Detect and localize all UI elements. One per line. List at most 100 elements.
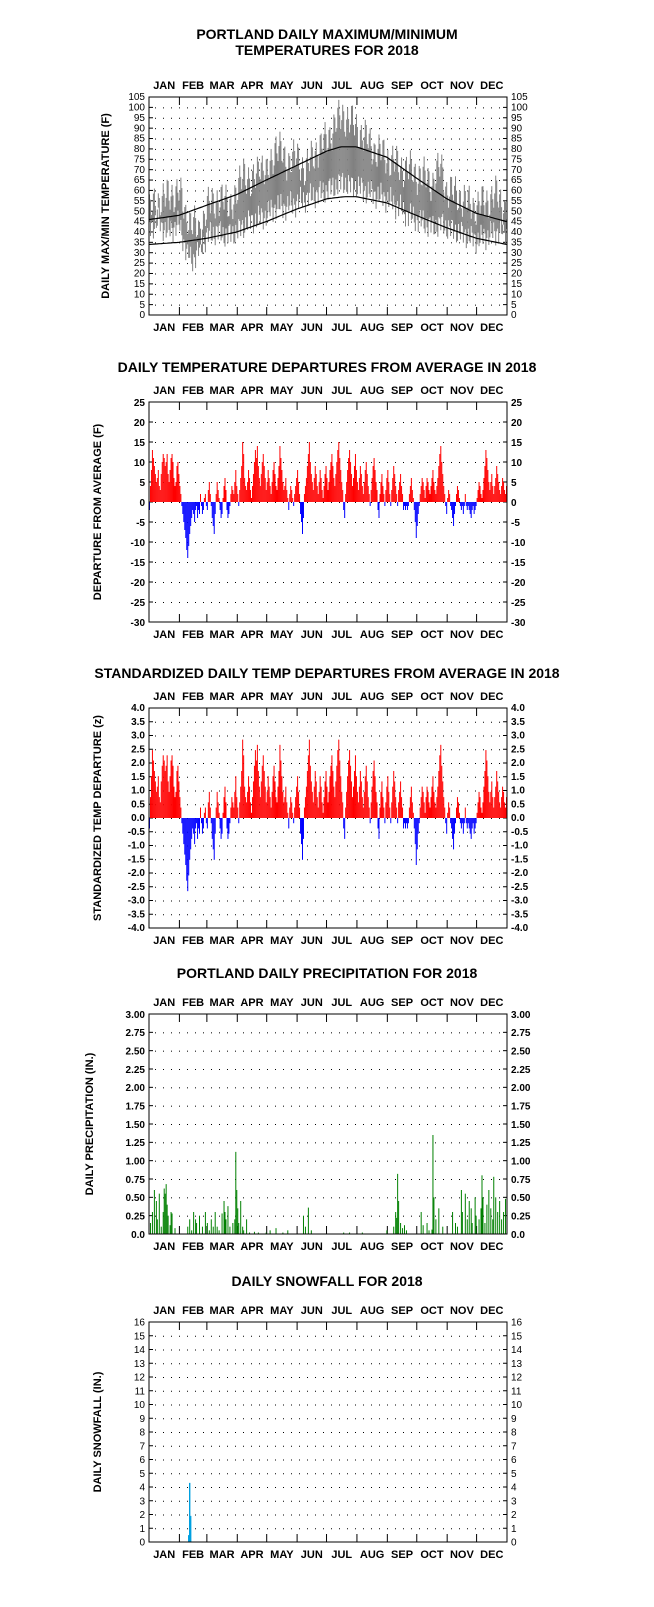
y-tick-label-right: 0.75	[511, 1175, 531, 1186]
y-tick-label-left: 1.0	[131, 786, 145, 797]
y-tick-label-right: 15	[511, 438, 523, 449]
month-label-top: MAY	[270, 80, 294, 92]
y-axis-label: DEPARTURE FROM AVERAGE (F)	[92, 423, 104, 600]
precip-bars	[149, 1135, 507, 1234]
y-tick-label-right: 10	[511, 458, 523, 469]
y-tick-label-left: 1.75	[126, 1102, 146, 1113]
month-label-bottom: SEP	[391, 322, 413, 334]
y-tick-label-right: 2.5	[511, 744, 525, 755]
month-label-bottom: MAY	[270, 629, 294, 641]
month-label-bottom: APR	[240, 935, 263, 947]
month-label-bottom: DEC	[480, 629, 503, 641]
y-tick-label-left: 12	[134, 1373, 146, 1384]
y-tick-label-right: 85	[511, 134, 523, 145]
month-label-top: AUG	[360, 997, 384, 1009]
month-label-top: APR	[240, 1305, 263, 1317]
y-tick-label-left: 15	[134, 438, 146, 449]
y-tick-label-left: -3.0	[128, 896, 146, 907]
month-label-top: JUN	[301, 997, 323, 1009]
y-tick-label-right: 1	[511, 1524, 517, 1535]
normal-low-line	[149, 196, 507, 245]
month-label-bottom: SEP	[391, 1241, 413, 1253]
y-tick-label-right: 5	[511, 300, 517, 311]
month-label-top: OCT	[420, 997, 444, 1009]
month-label-top: JUL	[331, 997, 352, 1009]
y-tick-label-left: 95	[134, 113, 146, 124]
y-tick-label-right: 0	[511, 310, 517, 321]
y-tick-label-left: -20	[131, 578, 146, 589]
y-tick-label-left: 65	[134, 175, 146, 186]
month-label-top: OCT	[420, 691, 444, 703]
y-tick-label-left: -1.5	[128, 854, 146, 865]
y-tick-label-right: 70	[511, 165, 523, 176]
month-label-bottom: JUL	[331, 322, 352, 334]
month-label-bottom: OCT	[420, 1241, 444, 1253]
y-tick-label-left: 1	[139, 1524, 145, 1535]
y-tick-label-left: 0.5	[131, 799, 145, 810]
y-tick-label-left: 2.25	[126, 1065, 146, 1076]
grid-dots	[155, 721, 500, 916]
y-tick-label-left: 10	[134, 289, 146, 300]
y-tick-label-right: 3.00	[511, 1010, 531, 1021]
y-tick-label-right: 14	[511, 1345, 523, 1356]
month-label-top: MAR	[210, 1305, 235, 1317]
y-tick-label-left: 5	[139, 478, 145, 489]
y-tick-label-right: 11	[511, 1386, 522, 1397]
y-tick-label-right: 4	[511, 1483, 517, 1494]
y-tick-label-right: 0	[511, 1538, 517, 1549]
y-tick-label-left: 14	[134, 1345, 146, 1356]
month-label-top: AUG	[360, 385, 384, 397]
y-tick-label-right: 10	[511, 1400, 523, 1411]
y-tick-label-right: 1.0	[511, 786, 525, 797]
month-label-top: FEB	[182, 691, 204, 703]
y-tick-label-left: 0.25	[126, 1212, 146, 1223]
y-tick-label-right: 2.0	[511, 758, 525, 769]
y-tick-label-left: 1.5	[131, 772, 145, 783]
y-tick-label-right: 6	[511, 1455, 517, 1466]
y-tick-label-left: 60	[134, 186, 146, 197]
month-label-top: APR	[240, 80, 263, 92]
month-label-top: NOV	[450, 691, 475, 703]
plot-frame	[148, 401, 508, 623]
month-label-bottom: JUL	[331, 935, 352, 947]
month-label-bottom: AUG	[360, 322, 384, 334]
y-tick-label-left: 0	[139, 1538, 145, 1549]
chart-standardized: STANDARDIZED DAILY TEMP DEPARTURES FROM …	[92, 665, 560, 947]
month-label-top: OCT	[420, 80, 444, 92]
chart-temps: PORTLAND DAILY MAXIMUM/MINIMUMTEMPERATUR…	[100, 26, 528, 334]
y-tick-label-right: -10	[511, 538, 526, 549]
y-tick-label-left: -5	[136, 518, 145, 529]
y-tick-label-right: 60	[511, 186, 523, 197]
y-tick-label-right: 2.75	[511, 1028, 531, 1039]
y-tick-label-left: 25	[134, 398, 146, 409]
month-label-top: JUL	[331, 385, 352, 397]
chart-departures: DAILY TEMPERATURE DEPARTURES FROM AVERAG…	[92, 359, 537, 641]
observed-range-series	[148, 99, 508, 272]
month-label-top: NOV	[450, 1305, 475, 1317]
y-tick-label-left: 30	[134, 248, 146, 259]
y-tick-label-right: 30	[511, 248, 523, 259]
month-label-bottom: AUG	[360, 935, 384, 947]
y-tick-label-right: 55	[511, 196, 523, 207]
month-label-top: JAN	[153, 691, 175, 703]
y-axis-label: DAILY PRECIPITATION (IN.)	[84, 1052, 96, 1195]
y-axis-label: STANDARDIZED TEMP DEPARTURE (z)	[92, 715, 104, 921]
grid-dots	[155, 1032, 500, 1217]
y-tick-label-right: 0.50	[511, 1193, 531, 1204]
month-label-bottom: FEB	[182, 629, 204, 641]
month-label-bottom: MAY	[270, 322, 294, 334]
month-label-bottom: JAN	[153, 629, 175, 641]
y-tick-label-left: 20	[134, 269, 146, 280]
y-tick-label-right: 0.0	[511, 813, 525, 824]
month-label-top: FEB	[182, 385, 204, 397]
month-label-bottom: DEC	[480, 1241, 503, 1253]
y-tick-label-right: 90	[511, 123, 523, 134]
month-label-top: JUL	[331, 80, 352, 92]
month-label-top: MAR	[210, 385, 235, 397]
chart-title: PORTLAND DAILY MAXIMUM/MINIMUM	[196, 26, 457, 42]
chart-snow: DAILY SNOWFALL FOR 2018 JAN JAN FEB FEB MAR MA…	[92, 1273, 523, 1561]
y-tick-label-left: 2	[139, 1510, 145, 1521]
month-label-bottom: AUG	[360, 629, 384, 641]
y-tick-label-right: 20	[511, 418, 523, 429]
